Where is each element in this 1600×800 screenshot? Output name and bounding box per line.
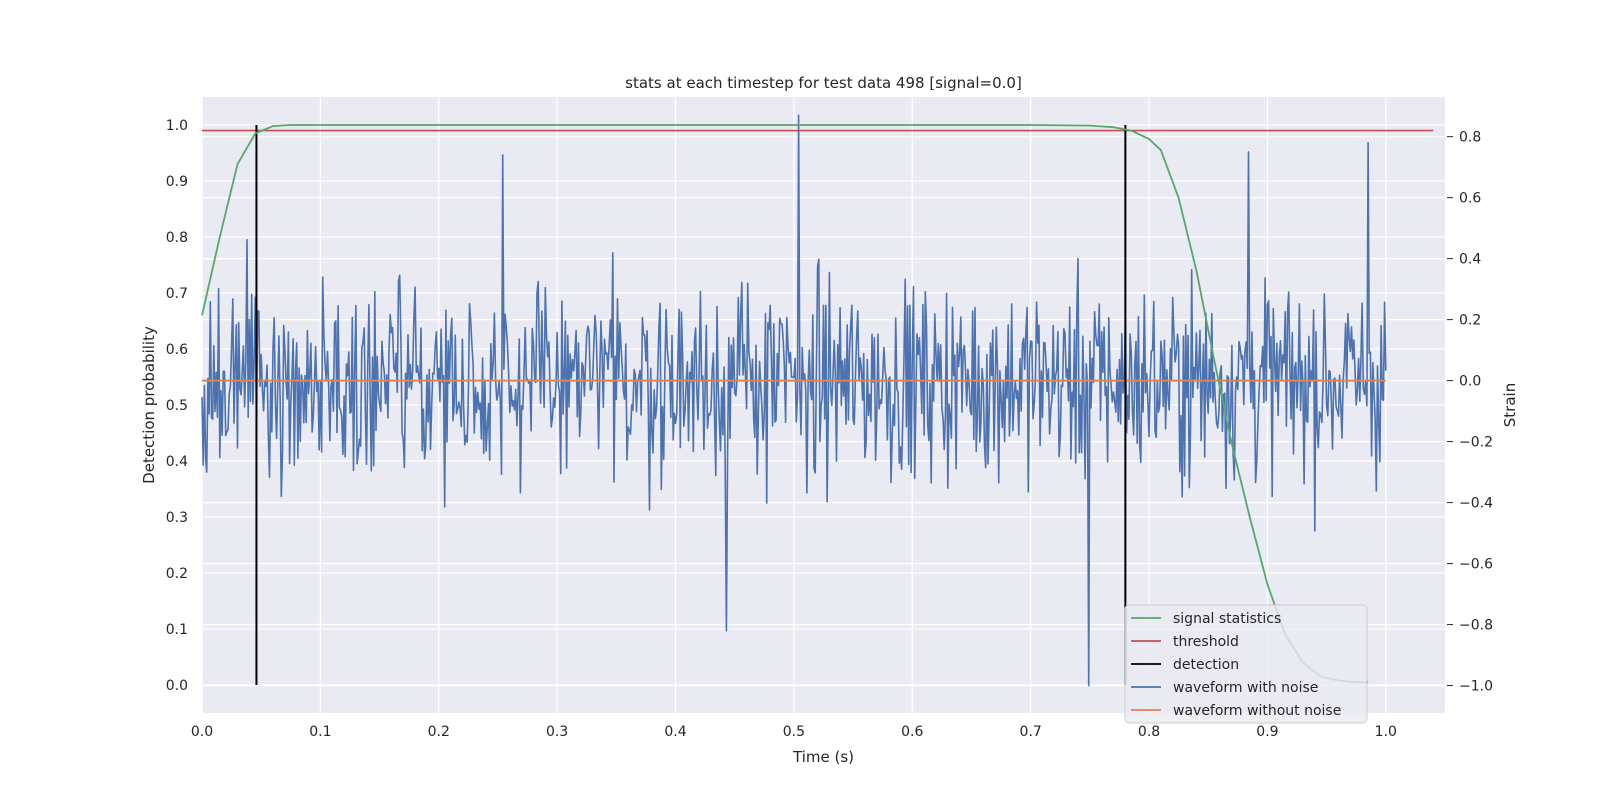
x-tick-label: 0.8	[1138, 724, 1160, 740]
x-tick-label: 0.6	[901, 724, 923, 740]
y-tick-label: 0.8	[166, 230, 188, 246]
x-tick-label: 0.1	[309, 724, 331, 740]
y-tick-label: 0.2	[166, 566, 188, 582]
x-tick-label: 0.4	[664, 724, 686, 740]
x-tick-label: 0.5	[783, 724, 805, 740]
series-waveform-with-noise	[201, 114, 1387, 687]
y-tick-label: 0.4	[166, 454, 188, 470]
y2-tick-label: −0.2	[1459, 435, 1493, 451]
x-tick-label: 0.0	[191, 724, 213, 740]
y2-tick-label: 0.6	[1459, 191, 1481, 207]
x-axis-label: Time (s)	[792, 748, 854, 766]
y2-tick-label: 0.8	[1459, 130, 1481, 146]
y2-tick-label: 0.2	[1459, 313, 1481, 329]
y-tick-label: 0.5	[166, 398, 188, 414]
y-axis-label: Detection probability	[140, 326, 158, 484]
y2-tick-label: 0.0	[1459, 374, 1481, 390]
x-tick-label: 0.2	[428, 724, 450, 740]
y2-axis-label: Strain	[1501, 383, 1519, 427]
chart-title: stats at each timestep for test data 498…	[625, 74, 1022, 92]
y2-tick-label: −0.4	[1459, 496, 1493, 512]
legend-label: waveform without noise	[1173, 703, 1341, 719]
y2-tick-label: 0.4	[1459, 252, 1481, 268]
y-tick-label: 0.1	[166, 622, 188, 638]
legend-label: waveform with noise	[1173, 680, 1318, 696]
y-tick-label: 0.6	[166, 342, 188, 358]
legend-box	[1124, 604, 1368, 724]
y2-tick-label: −0.6	[1459, 557, 1493, 573]
x-tick-label: 0.9	[1256, 724, 1278, 740]
y-tick-label: 1.0	[166, 118, 188, 134]
y2-tick-label: −1.0	[1459, 679, 1493, 695]
legend-label: detection	[1173, 657, 1239, 673]
y-tick-label: 0.9	[166, 174, 188, 190]
y-tick-label: 0.0	[166, 678, 188, 694]
x-tick-label: 0.3	[546, 724, 568, 740]
y-tick-label: 0.7	[166, 286, 188, 302]
legend-label: signal statistics	[1173, 611, 1281, 627]
x-tick-label: 0.7	[1020, 724, 1042, 740]
axes-layer: 0.0 0.1 0.2 0.3 0.4 0.5 0.6 0.7 0.8 0.9 1.0 0.0 0.1 0…	[166, 118, 1493, 740]
y2-tick-label: −0.8	[1459, 618, 1493, 634]
legend-label: threshold	[1173, 634, 1239, 650]
legend: signal statistics threshold detection wavef…	[1124, 604, 1368, 724]
y-tick-label: 0.3	[166, 510, 188, 526]
x-tick-label: 1.0	[1375, 724, 1397, 740]
